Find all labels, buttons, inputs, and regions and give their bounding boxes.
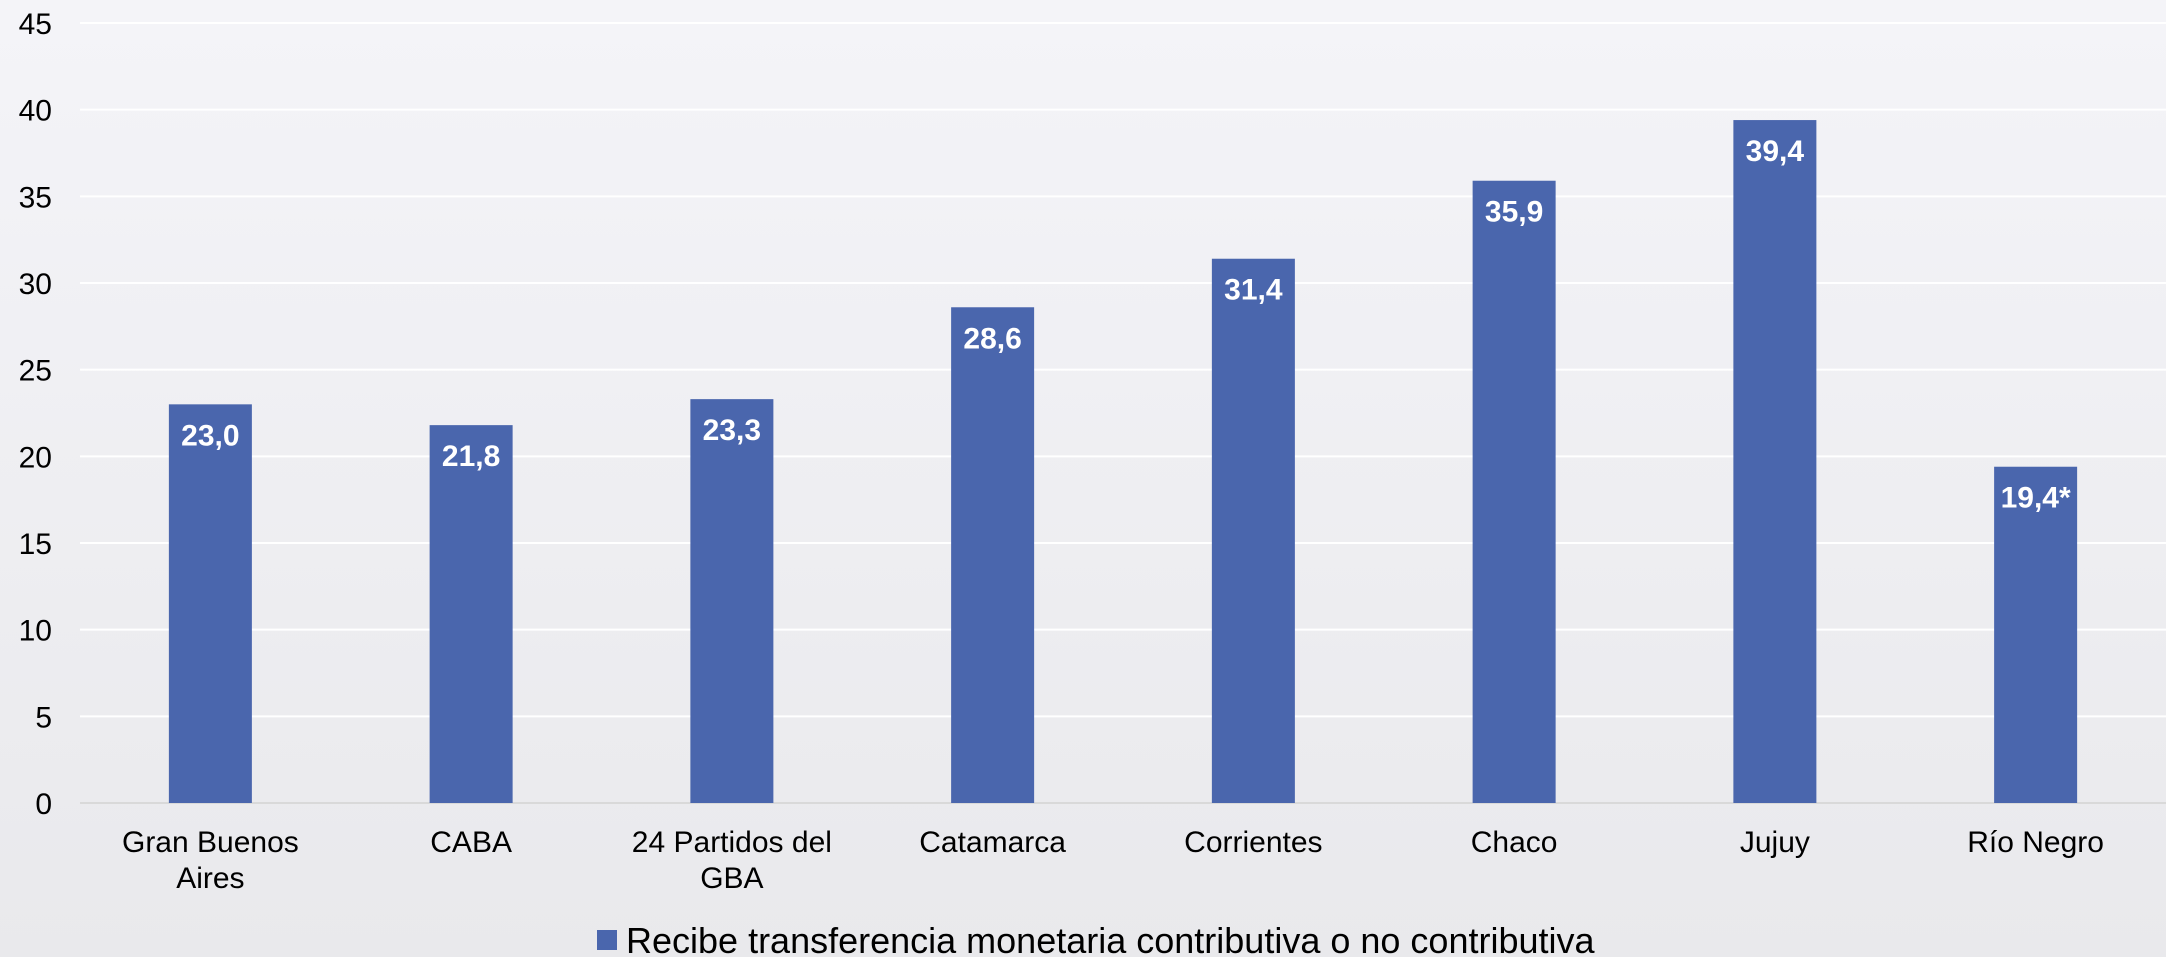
bar xyxy=(690,399,774,803)
bar xyxy=(1733,120,1817,804)
y-tick-label: 35 xyxy=(19,181,52,214)
x-tick-label: Chaco xyxy=(1471,826,1558,859)
legend: Recibe transferencia monetaria contribut… xyxy=(597,920,1595,957)
bars xyxy=(168,120,2078,804)
y-tick-label: 15 xyxy=(19,528,52,561)
bar xyxy=(1211,258,1295,803)
data-label: 31,4 xyxy=(1224,274,1283,307)
y-tick-label: 45 xyxy=(19,8,52,41)
bar xyxy=(1472,180,1556,803)
data-label: 23,3 xyxy=(703,414,761,447)
data-label: 28,6 xyxy=(963,322,1021,355)
x-tick-label: Catamarca xyxy=(919,826,1066,859)
y-tick-label: 30 xyxy=(19,268,52,301)
y-tick-label: 5 xyxy=(35,701,52,734)
x-tick-label: Gran Buenos xyxy=(122,826,299,859)
bar xyxy=(429,425,513,803)
gridlines xyxy=(80,22,2166,804)
x-tick-label: Jujuy xyxy=(1740,826,1810,859)
x-tick-label: Río Negro xyxy=(1967,826,2104,859)
legend-swatch xyxy=(597,930,617,950)
y-tick-label: 20 xyxy=(19,441,52,474)
data-label: 21,8 xyxy=(442,440,500,473)
data-label: 39,4 xyxy=(1746,135,1805,168)
x-tick-label: 24 Partidos del xyxy=(632,826,832,859)
y-axis-ticks: 0 5 10 15 20 25 30 35 40 45 xyxy=(19,8,52,821)
x-tick-label: Aires xyxy=(176,862,244,895)
bar xyxy=(951,307,1035,803)
data-labels: 23,0 21,8 23,3 28,6 31,4 35,9 39,4 19,4* xyxy=(181,135,2071,515)
x-tick-label: Corrientes xyxy=(1184,826,1322,859)
y-tick-label: 10 xyxy=(19,615,52,648)
data-label: 23,0 xyxy=(181,419,239,452)
data-label: 35,9 xyxy=(1485,196,1543,229)
x-tick-label: CABA xyxy=(430,826,512,859)
legend-label: Recibe transferencia monetaria contribut… xyxy=(626,920,1595,957)
data-label: 19,4* xyxy=(2001,482,2071,515)
y-tick-label: 0 xyxy=(35,788,52,821)
bar xyxy=(168,404,252,803)
y-tick-label: 40 xyxy=(19,95,52,128)
y-tick-label: 25 xyxy=(19,355,52,388)
x-tick-label: GBA xyxy=(700,862,763,895)
bar xyxy=(1994,466,2078,803)
